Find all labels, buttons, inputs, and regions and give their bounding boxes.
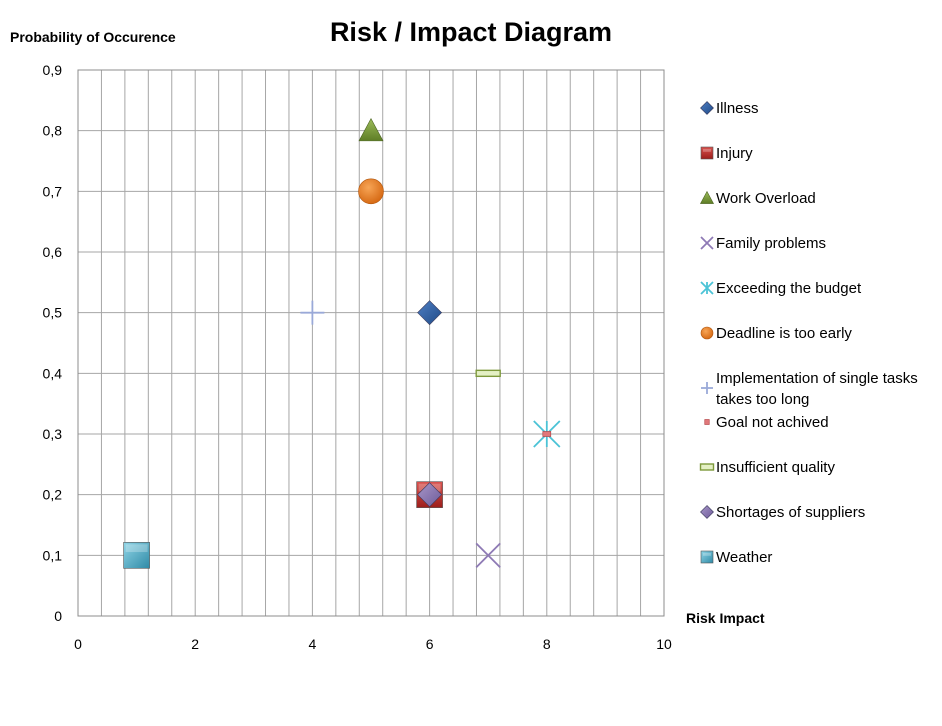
data-point — [123, 542, 150, 569]
x-tick-label: 0 — [74, 636, 82, 652]
x-tick-label: 8 — [543, 636, 551, 652]
legend-label: Illness — [716, 100, 759, 117]
legend-marker — [700, 326, 714, 340]
y-tick-label: 0,1 — [43, 547, 63, 563]
chart-title: Risk / Impact Diagram — [330, 17, 612, 47]
legend-label: Goal not achived — [716, 414, 829, 431]
axis-ticks: 0 2 4 6 8 10 0 0,1 0,2 0,3 0,4 0,5 0,6 0,7 0,8 0,9 — [43, 62, 672, 652]
data-point — [358, 178, 384, 205]
data-point — [542, 431, 552, 437]
legend-label: Exceeding the budget — [716, 280, 862, 297]
legend-item: Shortages of suppliers — [700, 504, 865, 521]
data-point — [300, 300, 325, 325]
legend-item: Insufficient quality — [699, 459, 835, 476]
legend-label: Implementation of single tasks — [716, 370, 918, 387]
legend-label: Deadline is too early — [716, 325, 852, 342]
legend-label: Work Overload — [716, 190, 816, 207]
y-tick-label: 0,2 — [43, 487, 63, 503]
x-tick-label: 6 — [426, 636, 434, 652]
data-point — [417, 300, 443, 326]
x-tick-label: 4 — [309, 636, 317, 652]
legend-label: Injury — [716, 145, 753, 162]
legend-item: Deadline is too early — [700, 325, 852, 342]
data-points — [123, 118, 561, 569]
y-tick-label: 0,3 — [43, 426, 63, 442]
legend-item: Weather — [700, 549, 772, 566]
legend-label: Shortages of suppliers — [716, 504, 865, 521]
data-point — [475, 542, 501, 568]
y-tick-label: 0,5 — [43, 305, 63, 321]
legend-item: Goal not achived — [704, 414, 829, 431]
legend-marker — [700, 146, 714, 160]
legend-marker — [699, 463, 715, 471]
y-tick-label: 0,9 — [43, 62, 63, 78]
legend-marker — [701, 382, 713, 394]
y-tick-label: 0,6 — [43, 244, 63, 260]
data-point — [475, 369, 501, 378]
x-tick-label: 10 — [656, 636, 672, 652]
legend-item: Exceeding the budget — [700, 280, 862, 297]
legend-item: Implementation of single tasks takes too … — [701, 370, 918, 408]
x-tick-label: 2 — [191, 636, 199, 652]
legend-item: Family problems — [700, 235, 826, 252]
legend-item: Work Overload — [699, 190, 816, 207]
grid — [77, 69, 665, 617]
legend-marker — [700, 550, 714, 564]
y-axis-title: Probability of Occurence — [10, 29, 176, 45]
x-axis-title: Risk Impact — [686, 610, 765, 626]
legend: Illness Injury Work Overload Family problem… — [699, 100, 918, 566]
legend-marker — [700, 281, 714, 295]
legend-marker — [704, 419, 710, 425]
legend-label: Insufficient quality — [716, 459, 835, 476]
legend-label: Family problems — [716, 235, 826, 252]
legend-marker — [699, 190, 715, 204]
legend-item: Injury — [700, 145, 753, 162]
legend-marker — [700, 505, 714, 519]
data-point — [417, 482, 443, 508]
data-point — [358, 118, 384, 142]
plot-area-border — [77, 69, 665, 617]
y-tick-label: 0,8 — [43, 123, 63, 139]
legend-label: takes too long — [716, 391, 809, 408]
y-tick-label: 0,4 — [43, 365, 63, 381]
legend-label: Weather — [716, 549, 772, 566]
legend-item: Illness — [700, 100, 759, 117]
y-tick-label: 0 — [54, 608, 62, 624]
y-tick-label: 0,7 — [43, 183, 63, 199]
legend-marker — [700, 236, 714, 250]
legend-marker — [700, 101, 714, 115]
